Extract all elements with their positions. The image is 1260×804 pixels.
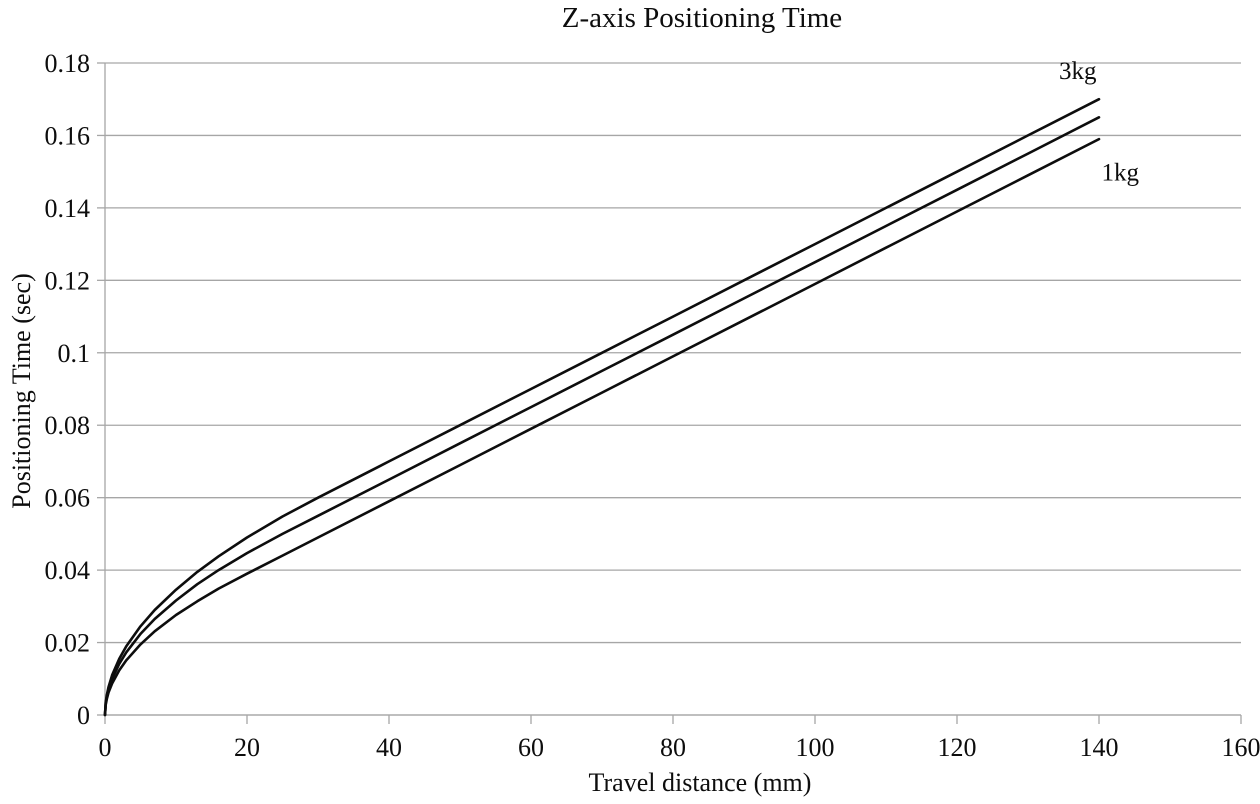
y-tick-label: 0.08 (45, 411, 91, 440)
x-tick-label: 60 (518, 733, 544, 762)
y-tick-label: 0 (77, 701, 90, 730)
x-tick-label: 80 (660, 733, 686, 762)
y-tick-label: 0.14 (45, 194, 91, 223)
x-tick-label: 40 (376, 733, 402, 762)
x-tick-label: 100 (796, 733, 835, 762)
series-label-3kg: 3kg (1059, 58, 1097, 85)
x-tick-label: 20 (234, 733, 260, 762)
chart-title: Z-axis Positioning Time (561, 2, 843, 34)
y-tick-label: 0.1 (58, 339, 91, 368)
x-axis-title: Travel distance (mm) (588, 768, 812, 797)
series-line-middle (103, 116, 1101, 717)
x-tick-label: 0 (99, 733, 112, 762)
series-line-3kg (103, 97, 1101, 717)
x-tick-label: 120 (938, 733, 977, 762)
y-tick-label: 0.16 (45, 121, 91, 150)
y-tick-label: 0.12 (45, 266, 91, 295)
y-tick-label: 0.18 (45, 49, 91, 78)
y-axis-title: Positioning Time (sec) (7, 273, 36, 509)
x-tick-label: 140 (1080, 733, 1119, 762)
y-tick-label: 0.06 (45, 484, 91, 513)
x-tick-label: 160 (1222, 733, 1260, 762)
series-label-1kg: 1kg (1102, 160, 1140, 187)
y-tick-label: 0.04 (45, 556, 91, 585)
series-line-1kg (103, 137, 1101, 717)
y-tick-label: 0.02 (45, 629, 91, 658)
